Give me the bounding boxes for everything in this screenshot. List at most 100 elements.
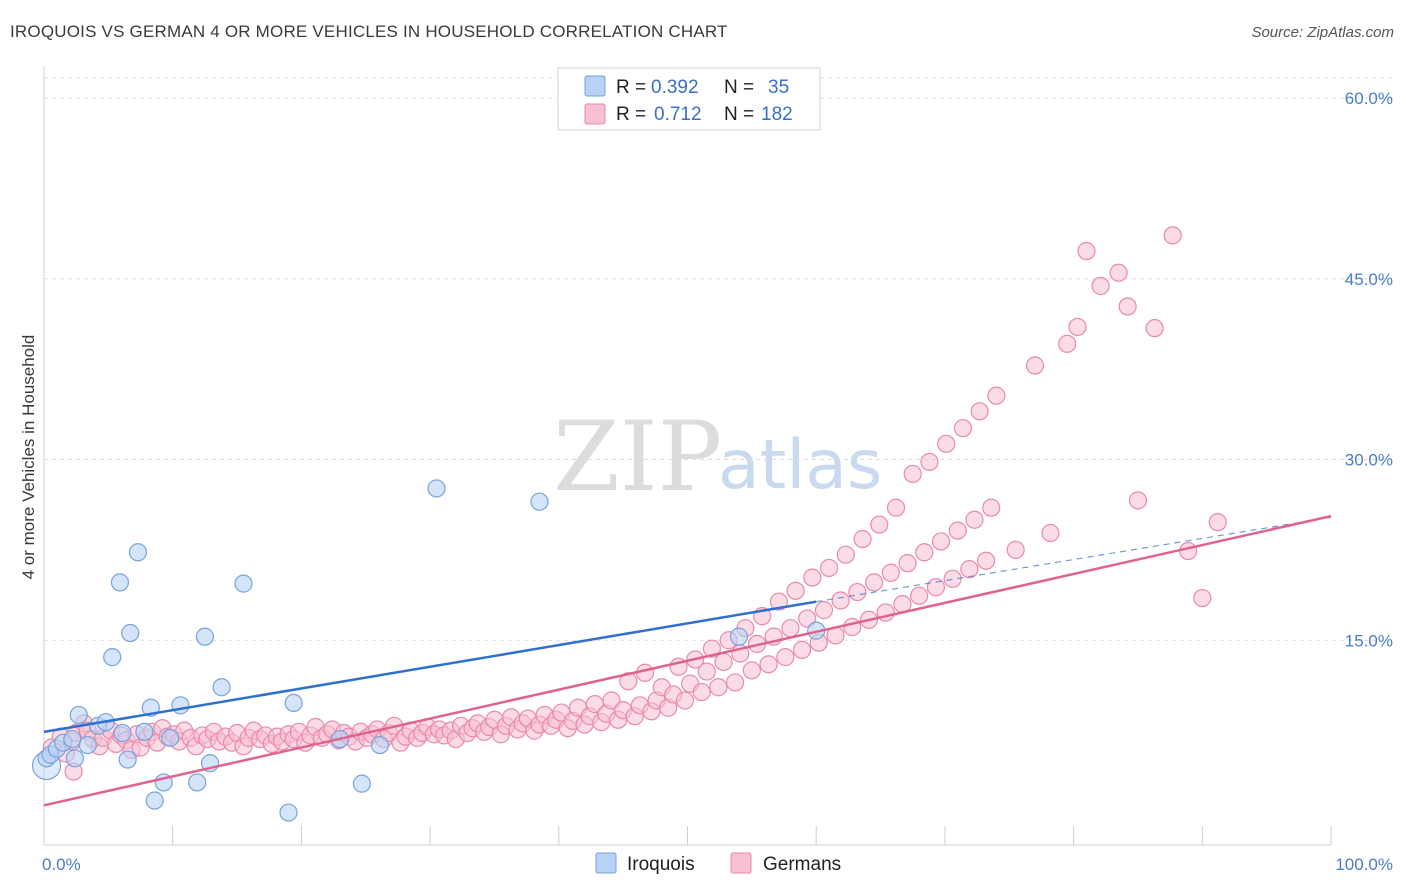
legend-r-value-1: 0.392 [651, 77, 699, 98]
germans-point-158 [920, 452, 939, 472]
germans-point-152 [886, 498, 906, 517]
germans-point-154 [898, 554, 917, 573]
germans-point-161 [937, 434, 956, 453]
germans-point-134 [786, 581, 805, 600]
germans-point-135 [792, 640, 812, 659]
iroquois-point-20 [161, 728, 180, 747]
germans-point-175 [1068, 317, 1087, 337]
germans-point-166 [965, 510, 984, 529]
iroquois-point-28 [284, 693, 303, 713]
legend-r-label-2: R = [616, 104, 646, 125]
germans-point-149 [870, 515, 889, 534]
germans-point-177 [1091, 276, 1110, 296]
bottom-legend-iroquois: Iroquois [627, 854, 695, 875]
germans-point-184 [1193, 588, 1212, 608]
germans-point-144 [843, 617, 862, 637]
axes [43, 66, 1332, 846]
iroquois-point-27 [279, 803, 298, 822]
germans-point-117 [692, 682, 711, 702]
watermark-zip: ZIP [553, 401, 722, 513]
y-tick-label-2: 45.0% [1345, 270, 1393, 289]
germans-point-157 [915, 543, 934, 562]
iroquois-point-12 [113, 723, 132, 743]
germans-point-136 [798, 609, 817, 628]
iroquois-trendline-extension [816, 516, 1332, 603]
iroquois-point-23 [195, 627, 214, 646]
y-tick-label-1: 30.0% [1345, 451, 1393, 470]
germans-point-139 [814, 601, 834, 620]
iroquois-point-22 [188, 773, 207, 792]
germans-point-178 [1109, 263, 1128, 282]
iroquois-point-7 [78, 735, 97, 755]
tick-labels: 15.0% 30.0% 45.0% 60.0% 0.0% 100.0% [42, 89, 1393, 874]
germans-point-162 [943, 569, 962, 588]
germans-point-142 [831, 591, 850, 610]
germans-point-132 [776, 648, 795, 667]
germans-point-121 [714, 652, 733, 672]
germans-point-183 [1179, 541, 1198, 561]
germans-point-160 [931, 532, 951, 551]
germans-point-120 [709, 678, 728, 697]
germans-point-172 [1025, 356, 1045, 375]
iroquois-point-26 [234, 574, 253, 593]
legend-swatch-germans [584, 103, 606, 125]
iroquois-point-14 [121, 623, 140, 643]
bottom-legend-swatch-germans [730, 852, 752, 874]
germans-point-148 [865, 573, 884, 592]
germans-point-179 [1118, 297, 1137, 316]
iroquois-trendline [43, 600, 817, 734]
watermark: ZIP atlas [553, 401, 882, 513]
germans-point-140 [819, 558, 839, 578]
trendlines [43, 514, 1332, 807]
iroquois-point-10 [103, 648, 122, 667]
germans-point-118 [697, 662, 716, 681]
legend-n-label-1: N = [724, 77, 754, 98]
x-tick-label-1: 100.0% [1335, 855, 1393, 874]
germans-point-131 [769, 592, 788, 611]
germans-point-155 [903, 464, 922, 484]
iroquois-point-33 [530, 492, 549, 511]
series-legend: Iroquois Germans [595, 852, 841, 875]
germans-point-151 [881, 563, 900, 582]
germans-point-174 [1058, 334, 1077, 353]
iroquois-point-34 [729, 627, 749, 646]
iroquois-point-6 [69, 705, 88, 725]
germans-point-114 [675, 691, 695, 710]
correlation-legend: R = 0.392 N = 35 R = 0.712 N = 182 [557, 67, 821, 131]
y-tick-label-0: 15.0% [1345, 631, 1393, 650]
iroquois-point-25 [212, 678, 231, 697]
iroquois-point-31 [370, 735, 390, 755]
germans-point-167 [970, 402, 989, 421]
legend-r-value-2: 0.712 [654, 104, 702, 125]
iroquois-point-30 [352, 774, 371, 793]
watermark-atlas: atlas [718, 426, 882, 505]
germans-point-164 [953, 419, 973, 438]
iroquois-point-15 [128, 543, 148, 562]
germans-point-176 [1077, 241, 1096, 261]
legend-n-value-1: 35 [768, 77, 789, 98]
iroquois-point-11 [110, 573, 130, 592]
germans-point-173 [1041, 523, 1060, 543]
iroquois-point-5 [65, 749, 84, 768]
germans-point-182 [1163, 226, 1182, 245]
germans-point-137 [803, 568, 822, 587]
germans-point-104 [619, 672, 638, 691]
x-tick-label-0: 0.0% [42, 855, 81, 874]
germans-point-156 [910, 586, 929, 605]
chart-title: IROQUOIS VS GERMAN 4 OR MORE VEHICLES IN… [10, 22, 728, 41]
germans-point-101 [602, 691, 621, 710]
germans-point-185 [1208, 513, 1227, 532]
germans-point-119 [702, 639, 722, 658]
germans-point-169 [982, 498, 1001, 517]
y-axis-label: 4 or more Vehicles in Household [19, 335, 38, 580]
iroquois-point-32 [427, 479, 446, 498]
iroquois-point-13 [118, 750, 137, 769]
germans-point-168 [976, 551, 996, 570]
iroquois-point-18 [145, 791, 164, 810]
bottom-legend-germans: Germans [763, 854, 841, 875]
germans-point-180 [1128, 491, 1148, 510]
legend-n-value-2: 182 [761, 104, 793, 125]
germans-point-165 [960, 560, 979, 579]
germans-point-123 [726, 673, 745, 692]
